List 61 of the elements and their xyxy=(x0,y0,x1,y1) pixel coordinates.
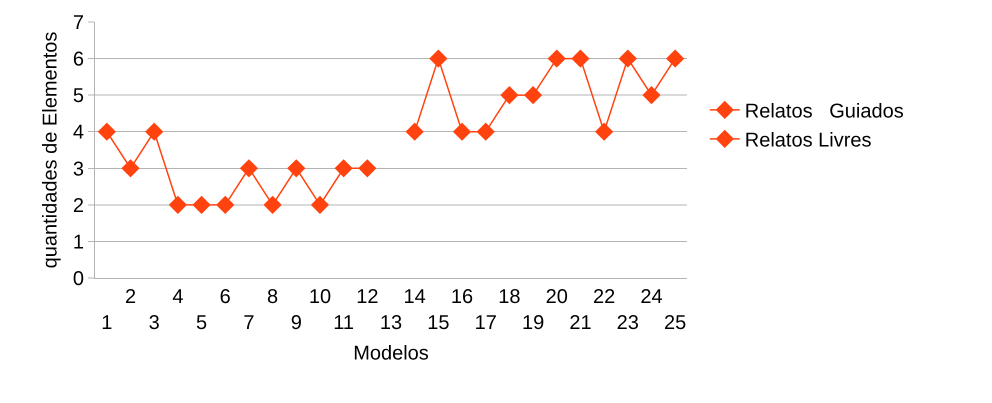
x-tick-label: 6 xyxy=(220,286,231,308)
x-tick-label: 4 xyxy=(172,286,184,308)
x-tick-label: 10 xyxy=(308,286,332,308)
x-tick-label: 1 xyxy=(101,312,112,334)
point xyxy=(334,159,353,178)
x-axis-title: Modelos xyxy=(353,342,429,364)
point xyxy=(452,122,472,141)
x-tick-label: 5 xyxy=(196,312,208,334)
point xyxy=(264,196,282,214)
point xyxy=(500,86,518,104)
y-tick-label: 7 xyxy=(72,12,84,34)
point xyxy=(168,196,187,214)
point xyxy=(358,159,376,178)
y-tick-label: 3 xyxy=(72,158,84,180)
point xyxy=(98,122,116,141)
legend-label: Relatos Livres xyxy=(744,130,872,152)
x-tick-label: 23 xyxy=(616,312,639,334)
point xyxy=(548,49,566,68)
y-tick-label: 5 xyxy=(72,85,84,108)
point xyxy=(310,196,330,214)
y-tick-label: 2 xyxy=(72,194,84,217)
point xyxy=(406,122,424,141)
x-tick-label: 20 xyxy=(546,286,568,308)
y-tick-label: 1 xyxy=(72,231,84,254)
point xyxy=(642,86,661,104)
x-tick-label: 19 xyxy=(522,312,544,334)
x-tick-label: 7 xyxy=(243,312,254,334)
x-tick-label: 16 xyxy=(450,286,474,308)
legend-label: Relatos Guiados xyxy=(744,100,904,123)
point xyxy=(595,122,614,141)
y-axis-title: quantidades de Elementos xyxy=(39,32,62,268)
point xyxy=(216,196,234,214)
x-tick-label: 14 xyxy=(404,286,426,308)
x-tick-label: 2 xyxy=(124,286,136,308)
point xyxy=(287,159,306,178)
point xyxy=(571,49,590,68)
x-tick-label: 15 xyxy=(427,312,450,334)
x-tick-label: 24 xyxy=(640,286,663,308)
point xyxy=(240,159,258,178)
x-tick-label: 11 xyxy=(333,312,354,334)
x-tick-label: 22 xyxy=(592,286,616,308)
point xyxy=(476,122,495,141)
y-tick-label: 6 xyxy=(72,48,84,71)
x-tick-label: 18 xyxy=(498,286,521,308)
point xyxy=(524,86,542,104)
x-tick-label: 21 xyxy=(569,312,592,334)
x-tick-label: 25 xyxy=(664,312,686,334)
x-tick-label: 8 xyxy=(267,286,278,308)
y-tick-label: 4 xyxy=(72,122,84,144)
point xyxy=(192,196,211,214)
point xyxy=(429,49,448,68)
point xyxy=(145,122,164,141)
point xyxy=(121,159,140,178)
x-tick-label: 12 xyxy=(356,286,378,308)
x-tick-label: 3 xyxy=(148,312,160,334)
x-tick-label: 9 xyxy=(290,312,302,334)
point xyxy=(666,49,684,68)
y-tick-label: 0 xyxy=(72,268,84,290)
point xyxy=(618,49,637,68)
x-tick-label: 17 xyxy=(474,312,497,334)
x-tick-label: 13 xyxy=(380,312,402,334)
